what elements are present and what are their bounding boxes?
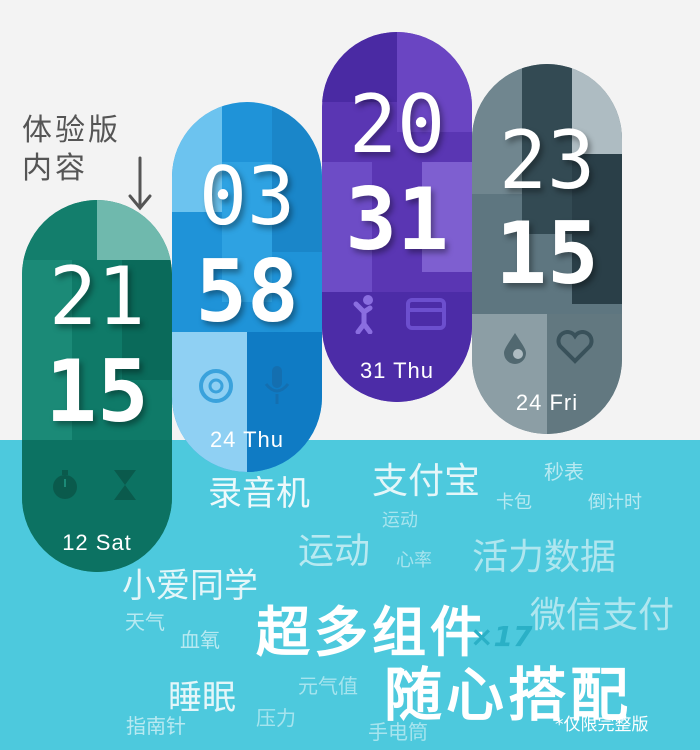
tile — [472, 314, 547, 434]
openai-knot-icon — [199, 369, 233, 403]
hours: 03 — [198, 150, 296, 243]
watchface-card-green[interactable]: 21 15 12 Sat — [22, 200, 172, 572]
widget-count-badge: ×17 — [470, 620, 533, 653]
widget-heart-rate: 心率 — [396, 550, 432, 571]
tile — [172, 332, 247, 472]
drop-icon — [504, 333, 526, 364]
microphone-icon — [264, 366, 290, 404]
tile — [522, 64, 572, 234]
widget-energy: 元气值 — [298, 674, 358, 698]
date-label: 12 Sat — [62, 530, 132, 555]
date-label: 31 Thu — [359, 358, 435, 383]
widget-compass: 指南针 — [126, 714, 186, 738]
minutes: 15 — [495, 204, 599, 304]
tile — [322, 32, 397, 102]
widget-xiaoai: 小爱同学 — [122, 566, 258, 606]
heart-icon — [556, 330, 594, 364]
tile — [272, 102, 322, 252]
minutes: 15 — [45, 342, 149, 442]
widget-recorder: 录音机 — [208, 474, 310, 514]
widget-pressure: 压力 — [256, 706, 296, 730]
tile — [472, 64, 522, 194]
full-version-note: *仅限完整版 — [555, 715, 649, 735]
tile — [97, 200, 172, 260]
hours: 21 — [48, 250, 146, 343]
watchface-card-purple[interactable]: 20 31 31 Thu — [322, 32, 472, 402]
headline-line1: 超多组件 — [256, 601, 488, 664]
minutes: 31 — [345, 170, 449, 270]
watchface-card-gray[interactable]: 23 15 24 Fri — [472, 64, 622, 434]
trial-content-label: 体验版内容 — [22, 112, 152, 211]
tile — [572, 154, 622, 304]
tile — [22, 200, 97, 260]
widget-card-bag: 卡包 — [496, 492, 532, 513]
widget-countdown: 倒计时 — [588, 492, 642, 513]
tile — [247, 332, 322, 472]
tile — [422, 162, 472, 272]
trial-label-text: 体验版内容 — [22, 113, 121, 186]
tile — [572, 64, 622, 154]
tile — [22, 260, 72, 440]
widget-wechat-pay: 微信支付 — [530, 595, 675, 636]
tile — [322, 162, 372, 292]
widget-sport: 运动 — [298, 531, 371, 572]
stopwatch-icon — [53, 470, 77, 499]
widget-stopwatch: 秒表 — [544, 460, 584, 484]
tile — [397, 32, 472, 132]
widget-vitality: 活力数据 — [472, 537, 617, 578]
widget-sleep: 睡眠 — [168, 678, 236, 718]
date-label: 24 Thu — [209, 427, 285, 452]
exercise-person-icon — [353, 295, 373, 334]
hours: 23 — [498, 114, 596, 207]
headline-line2: 随心搭配 — [384, 661, 633, 729]
tile — [122, 260, 172, 380]
widget-flashlight: 手电筒 — [368, 720, 428, 744]
hourglass-icon — [114, 470, 136, 500]
date-label: 24 Fri — [515, 390, 579, 415]
widget-alipay: 支付宝 — [372, 461, 481, 502]
tile — [22, 440, 172, 572]
tile — [172, 102, 222, 212]
tile — [222, 162, 272, 302]
widget-weather: 天气 — [125, 610, 165, 634]
widget-blood-oxygen: 血氧 — [180, 628, 220, 652]
widget-sport-small: 运动 — [382, 510, 418, 531]
watchface-card-blue[interactable]: 03 58 24 Thu — [172, 102, 322, 472]
tile — [322, 292, 472, 402]
hours: 20 — [348, 78, 446, 171]
card-icon — [406, 298, 446, 330]
minutes: 58 — [195, 242, 299, 342]
